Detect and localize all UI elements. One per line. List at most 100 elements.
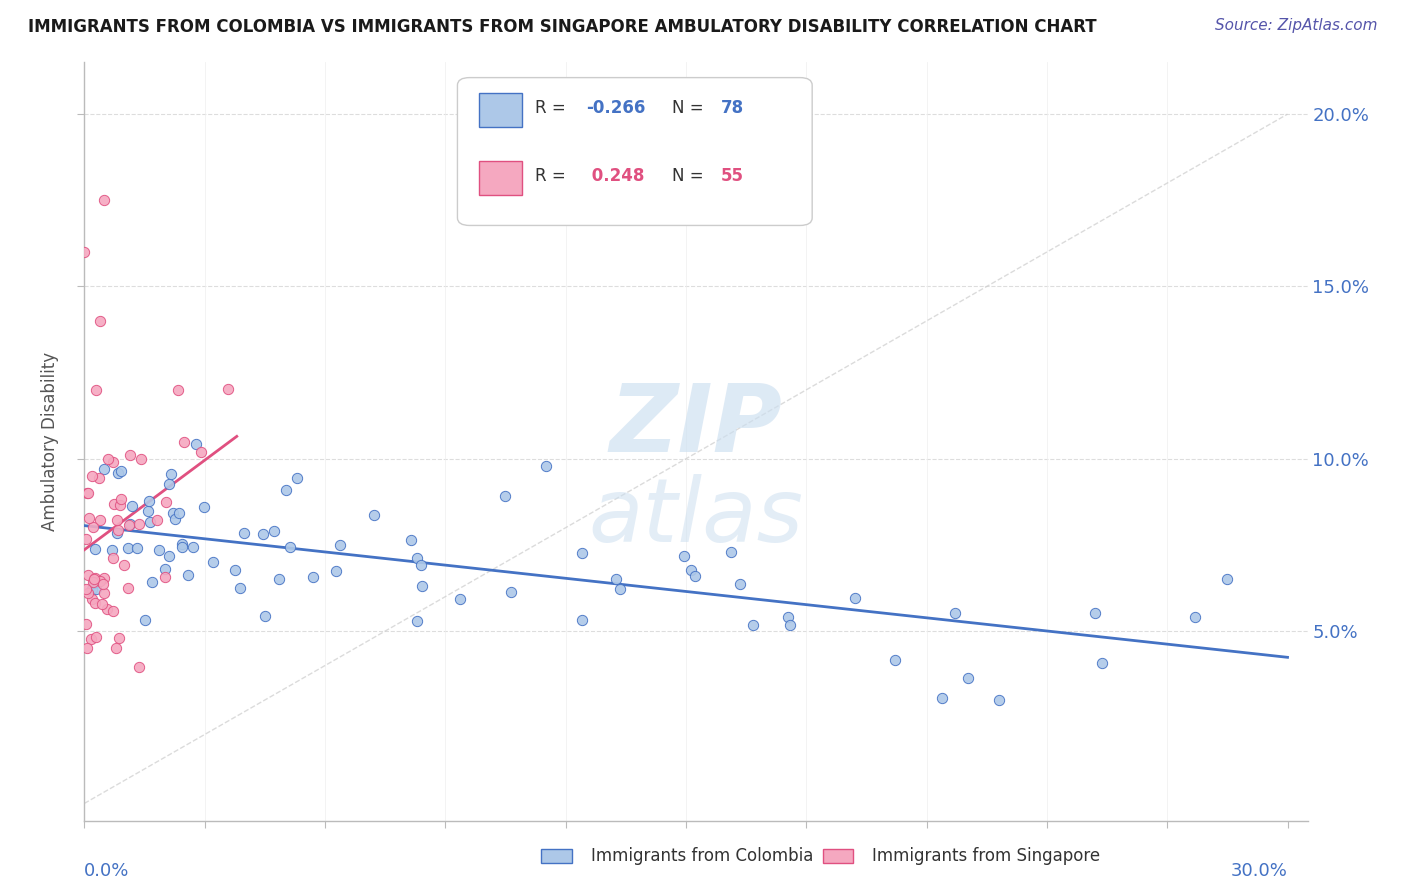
Point [96, 602, 118, 616]
Text: R =: R = [534, 167, 571, 185]
Point [93, 571, 115, 585]
Text: 0.248: 0.248 [586, 167, 644, 185]
Point [501, 585, 523, 599]
Point [155, 562, 177, 576]
Point [128, 516, 150, 531]
Point [269, 572, 291, 586]
Point [253, 609, 276, 624]
Point [128, 660, 150, 674]
Point [112, 558, 135, 573]
Point [103, 604, 125, 618]
Point [685, 569, 707, 583]
Point [148, 543, 170, 558]
Point [228, 581, 250, 595]
Point [89, 574, 111, 588]
Y-axis label: Ambulatory Disability: Ambulatory Disability [41, 352, 59, 531]
Point [884, 652, 907, 666]
Point [329, 538, 352, 552]
Point [73, 244, 96, 259]
Point [184, 437, 207, 451]
Point [276, 483, 298, 497]
Text: 78: 78 [720, 99, 744, 117]
Point [165, 511, 187, 525]
Point [118, 516, 141, 531]
Point [75, 532, 97, 546]
Text: -0.266: -0.266 [586, 99, 645, 117]
Point [181, 541, 204, 555]
Point [190, 444, 212, 458]
Point [84, 596, 107, 610]
Point [673, 549, 696, 564]
Point [1084, 607, 1107, 621]
Text: IMMIGRANTS FROM COLOMBIA VS IMMIGRANTS FROM SINGAPORE AMBULATORY DISABILITY CORR: IMMIGRANTS FROM COLOMBIA VS IMMIGRANTS F… [28, 18, 1097, 36]
Point [571, 613, 593, 627]
Point [89, 314, 111, 328]
Bar [479, 93, 522, 127]
Point [571, 546, 593, 560]
Text: atlas: atlas [589, 475, 803, 560]
Text: N =: N = [672, 99, 709, 117]
Point [97, 451, 120, 466]
Point [193, 500, 215, 514]
Point [741, 618, 763, 632]
Point [720, 545, 742, 559]
Point [170, 537, 193, 551]
Point [217, 383, 239, 397]
Point [107, 467, 129, 481]
Bar [479, 161, 522, 195]
Point [931, 690, 953, 705]
Point [363, 508, 385, 522]
Point [139, 515, 162, 529]
Point [167, 383, 190, 397]
Point [93, 462, 115, 476]
Text: 55: 55 [720, 167, 744, 185]
Point [83, 542, 105, 557]
Point [79, 511, 101, 525]
Point [399, 533, 422, 548]
FancyBboxPatch shape [457, 78, 813, 226]
Point [121, 499, 143, 513]
Point [233, 525, 256, 540]
Point [987, 693, 1010, 707]
Point [84, 630, 107, 644]
Point [409, 558, 432, 573]
Point [728, 576, 751, 591]
Point [77, 486, 100, 500]
Text: Immigrants from Colombia: Immigrants from Colombia [591, 847, 813, 865]
Point [141, 575, 163, 590]
Point [105, 525, 128, 540]
Point [110, 464, 132, 478]
Point [449, 592, 471, 607]
Point [134, 613, 156, 627]
Point [75, 582, 97, 597]
Point [80, 591, 103, 606]
Point [127, 541, 149, 556]
Point [406, 550, 429, 565]
Point [89, 471, 111, 485]
Point [82, 469, 104, 483]
Point [1216, 573, 1239, 587]
Point [84, 582, 107, 596]
Point [157, 549, 180, 563]
Point [101, 542, 124, 557]
Text: Source: ZipAtlas.com: Source: ZipAtlas.com [1215, 18, 1378, 33]
Point [91, 577, 114, 591]
Point [129, 451, 152, 466]
Point [82, 519, 104, 533]
Point [155, 495, 177, 509]
Point [285, 471, 308, 485]
Point [82, 574, 104, 589]
Point [302, 570, 325, 584]
Point [105, 513, 128, 527]
Point [778, 610, 800, 624]
Point [77, 568, 100, 582]
Point [82, 582, 104, 596]
Point [779, 617, 801, 632]
Text: Immigrants from Singapore: Immigrants from Singapore [872, 847, 1099, 865]
Point [93, 194, 115, 208]
Point [411, 579, 433, 593]
Text: 30.0%: 30.0% [1230, 862, 1288, 880]
Point [956, 671, 979, 685]
Point [173, 435, 195, 450]
Point [118, 518, 141, 533]
